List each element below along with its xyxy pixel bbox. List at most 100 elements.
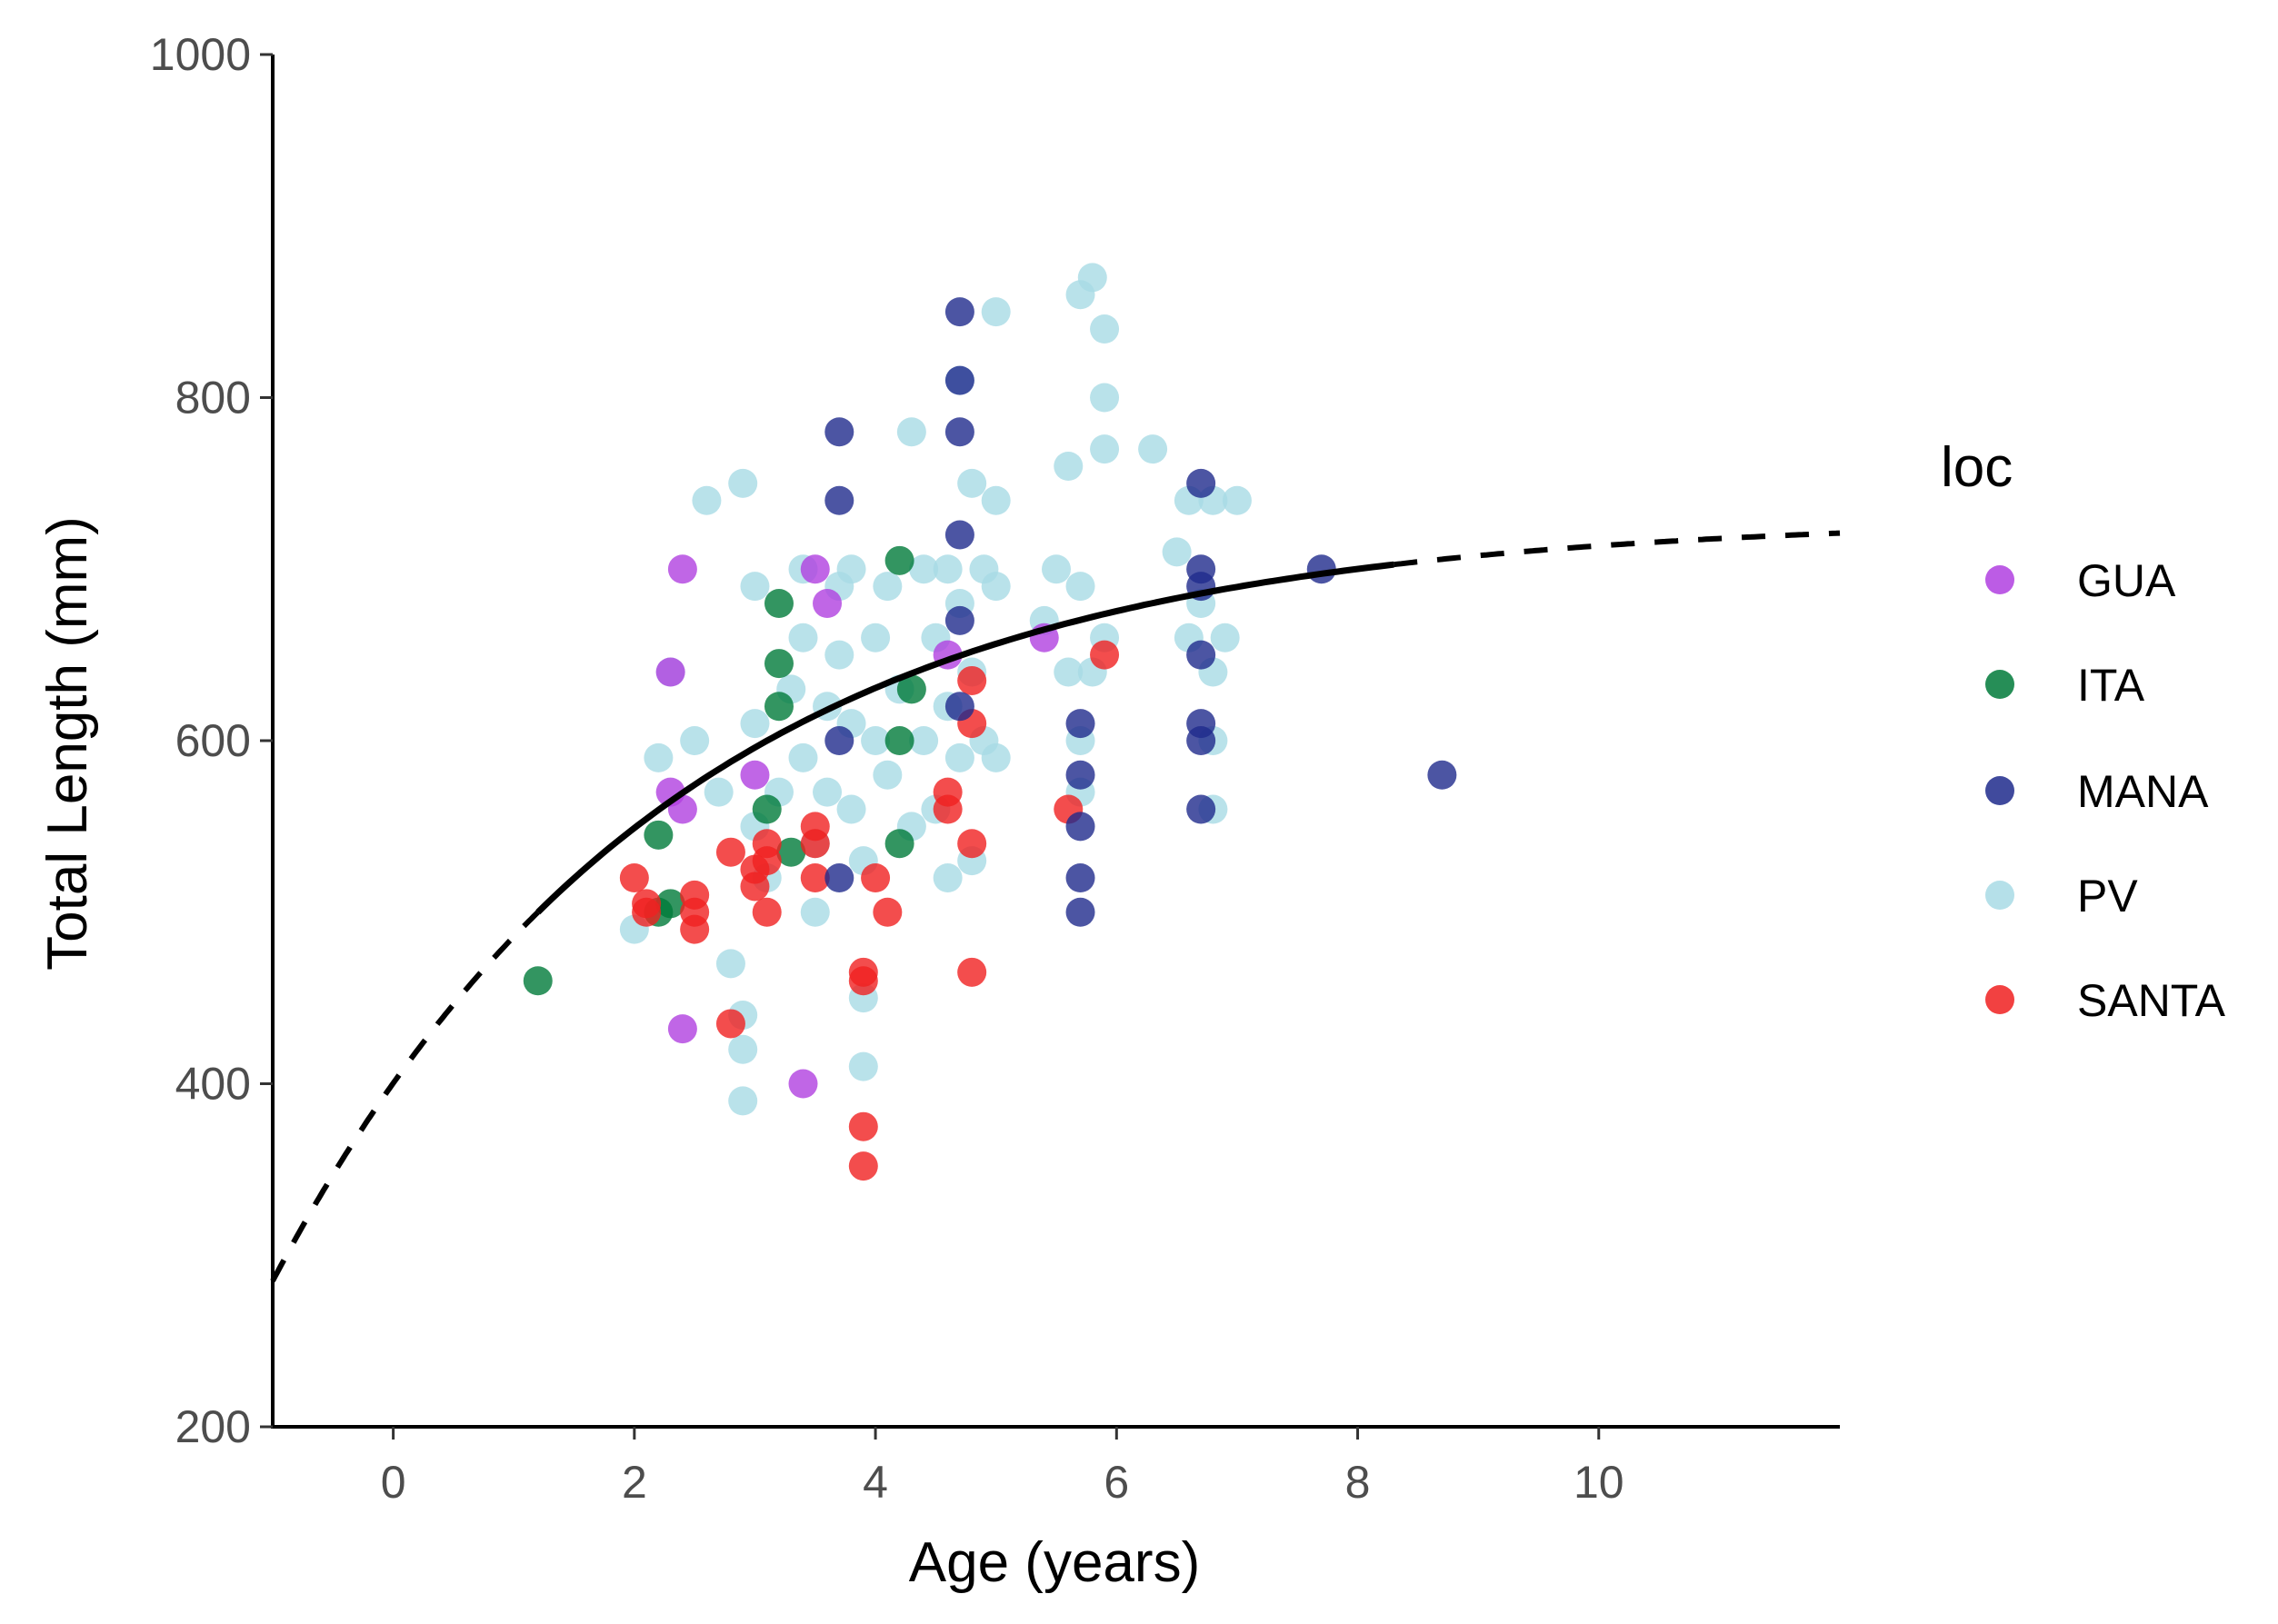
point-gua <box>667 794 697 824</box>
point-pv <box>1042 554 1071 584</box>
point-ita <box>764 649 794 679</box>
point-mana <box>1065 897 1095 927</box>
point-pv <box>873 572 903 602</box>
point-ita <box>884 545 914 575</box>
y-axis-ticks: 200 400 600 800 1000 <box>150 29 273 1452</box>
point-mana <box>1065 760 1095 790</box>
point-santa <box>752 897 782 927</box>
point-gua <box>667 1014 697 1044</box>
point-pv <box>848 1051 878 1081</box>
point-mana <box>824 863 854 892</box>
point-pv <box>1077 263 1107 293</box>
point-mana <box>1065 812 1095 842</box>
point-santa <box>715 1009 745 1039</box>
legend-key-mana <box>1985 776 2014 805</box>
legend: loc GUA ITA MANA PV SANTA <box>1941 436 2226 1026</box>
point-pv <box>1054 452 1084 481</box>
point-pv <box>728 1086 758 1116</box>
legend-title: loc <box>1941 436 2013 499</box>
data-points <box>523 263 1457 1181</box>
x-tick-label: 6 <box>1104 1457 1129 1508</box>
y-tick-label: 400 <box>175 1059 251 1110</box>
point-pv <box>957 468 987 498</box>
x-axis-ticks: 0 2 4 6 8 10 <box>381 1427 1624 1508</box>
y-tick-label: 800 <box>175 373 251 423</box>
point-mana <box>1186 726 1216 755</box>
point-pv <box>728 468 758 498</box>
point-ita <box>896 674 926 704</box>
point-pv <box>1090 383 1120 413</box>
point-pv <box>873 760 903 790</box>
point-santa <box>933 794 963 824</box>
point-gua <box>740 760 770 790</box>
x-tick-label: 8 <box>1345 1457 1371 1508</box>
legend-key-ita <box>1985 670 2014 699</box>
point-pv <box>788 742 818 772</box>
point-mana <box>824 417 854 447</box>
point-pv <box>800 897 830 927</box>
point-pv <box>1054 657 1084 687</box>
legend-entry-gua: GUA <box>1985 555 2176 606</box>
point-mana <box>1065 863 1095 892</box>
point-santa <box>752 846 782 876</box>
point-pv <box>909 726 939 755</box>
point-mana <box>824 726 854 755</box>
legend-key-gua <box>1985 565 2014 594</box>
point-mana <box>1186 640 1216 670</box>
point-pv <box>1210 623 1240 653</box>
fit-curve <box>270 530 1841 1282</box>
legend-entry-pv: PV <box>1985 871 2138 922</box>
point-ita <box>884 829 914 859</box>
point-santa <box>740 872 770 902</box>
point-pv <box>981 572 1011 602</box>
point-mana <box>944 365 974 395</box>
point-santa <box>848 1151 878 1181</box>
point-santa <box>800 863 830 892</box>
point-santa <box>1090 640 1120 670</box>
point-gua <box>655 657 685 687</box>
legend-entry-ita: ITA <box>1985 660 2145 711</box>
point-mana <box>944 297 974 327</box>
point-pv <box>824 640 854 670</box>
point-pv <box>644 742 674 772</box>
point-pv <box>944 742 974 772</box>
point-santa <box>848 1111 878 1141</box>
point-santa <box>861 863 891 892</box>
point-santa <box>800 829 830 859</box>
legend-label-mana: MANA <box>2077 766 2209 817</box>
point-santa <box>632 897 662 927</box>
fit-curve-solid <box>535 561 1394 915</box>
point-pv <box>680 726 710 755</box>
legend-entry-mana: MANA <box>1985 766 2209 817</box>
y-tick-label: 1000 <box>150 29 251 80</box>
point-pv <box>861 726 891 755</box>
point-mana <box>944 417 974 447</box>
point-ita <box>776 837 806 867</box>
legend-label-santa: SANTA <box>2077 975 2226 1026</box>
x-tick-label: 4 <box>863 1457 888 1508</box>
legend-entry-santa: SANTA <box>1985 975 2226 1026</box>
point-pv <box>909 554 939 584</box>
point-mana <box>944 605 974 635</box>
point-pv <box>692 485 722 515</box>
point-pv <box>981 742 1011 772</box>
fit-curve-dashed <box>270 910 540 1282</box>
point-gua <box>667 554 697 584</box>
y-tick-label: 600 <box>175 715 251 766</box>
point-pv <box>728 1034 758 1064</box>
plot-area: 200 400 600 800 1000 0 2 4 6 8 10 <box>150 29 1841 1508</box>
point-santa <box>873 897 903 927</box>
point-santa <box>957 957 987 987</box>
point-pv <box>1065 572 1095 602</box>
x-tick-label: 2 <box>622 1457 647 1508</box>
point-ita <box>523 966 553 996</box>
point-pv <box>933 554 963 584</box>
x-axis-title: Age (years) <box>909 1531 1200 1594</box>
point-pv <box>1222 485 1252 515</box>
point-pv <box>740 572 770 602</box>
x-tick-label: 10 <box>1574 1457 1624 1508</box>
point-pv <box>813 777 843 807</box>
legend-key-pv <box>1985 881 2014 910</box>
point-pv <box>715 949 745 979</box>
